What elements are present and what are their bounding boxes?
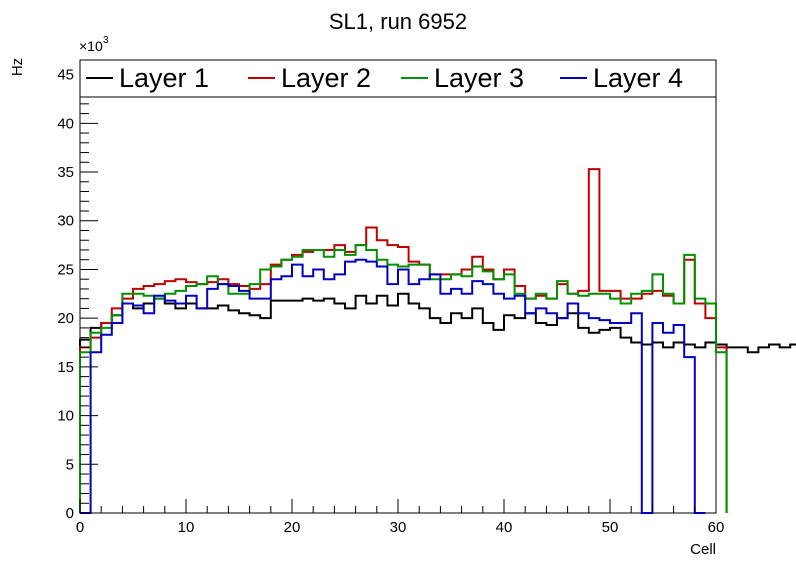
x-tick-label: 0 xyxy=(76,519,84,536)
x-tick-label: 30 xyxy=(390,519,407,536)
legend-label: Layer 1 xyxy=(119,63,209,93)
chart-title: SL1, run 6952 xyxy=(329,9,467,34)
y-tick-label: 0 xyxy=(66,505,74,522)
y-axis: 0 5 10 15 20 25 30 35 40 45 xyxy=(57,64,98,522)
y-axis-multiplier: ×10 3 xyxy=(79,35,109,54)
plot-area: 0 10 20 30 40 50 60 0 5 10 15 20 25 30 35 40 45 xyxy=(57,59,796,536)
y-tick-label: 15 xyxy=(57,359,74,376)
y-tick-label: 30 xyxy=(57,213,74,230)
y-tick-label: 10 xyxy=(57,408,74,425)
legend-label: Layer 4 xyxy=(593,63,683,93)
y-tick-label: 45 xyxy=(57,67,74,84)
series-4-line xyxy=(80,258,706,514)
x-axis: 0 10 20 30 40 50 60 xyxy=(76,499,725,536)
x-tick-label: 10 xyxy=(178,519,195,536)
multiplier-base: ×10 xyxy=(79,38,103,54)
x-tick-label: 20 xyxy=(284,519,301,536)
series-2-line xyxy=(79,168,728,513)
x-tick-label: 40 xyxy=(496,519,513,536)
legend-box xyxy=(79,59,717,98)
y-tick-label: 35 xyxy=(57,164,74,181)
series-3-line xyxy=(79,244,728,513)
series-group xyxy=(79,168,796,514)
series-1-line xyxy=(79,292,796,513)
x-axis-label: Cell xyxy=(690,541,716,558)
y-tick-label: 40 xyxy=(57,115,74,132)
multiplier-exponent: 3 xyxy=(103,35,109,46)
y-tick-label: 5 xyxy=(66,456,74,473)
y-axis-label: Hz xyxy=(9,58,26,76)
legend: Layer 1 Layer 2 Layer 3 Layer 4 xyxy=(79,59,717,98)
legend-label: Layer 3 xyxy=(434,63,524,93)
x-tick-label: 50 xyxy=(602,519,619,536)
x-tick-label: 60 xyxy=(708,519,725,536)
y-tick-label: 20 xyxy=(57,310,74,327)
y-tick-label: 25 xyxy=(57,261,74,278)
legend-label: Layer 2 xyxy=(281,63,371,93)
